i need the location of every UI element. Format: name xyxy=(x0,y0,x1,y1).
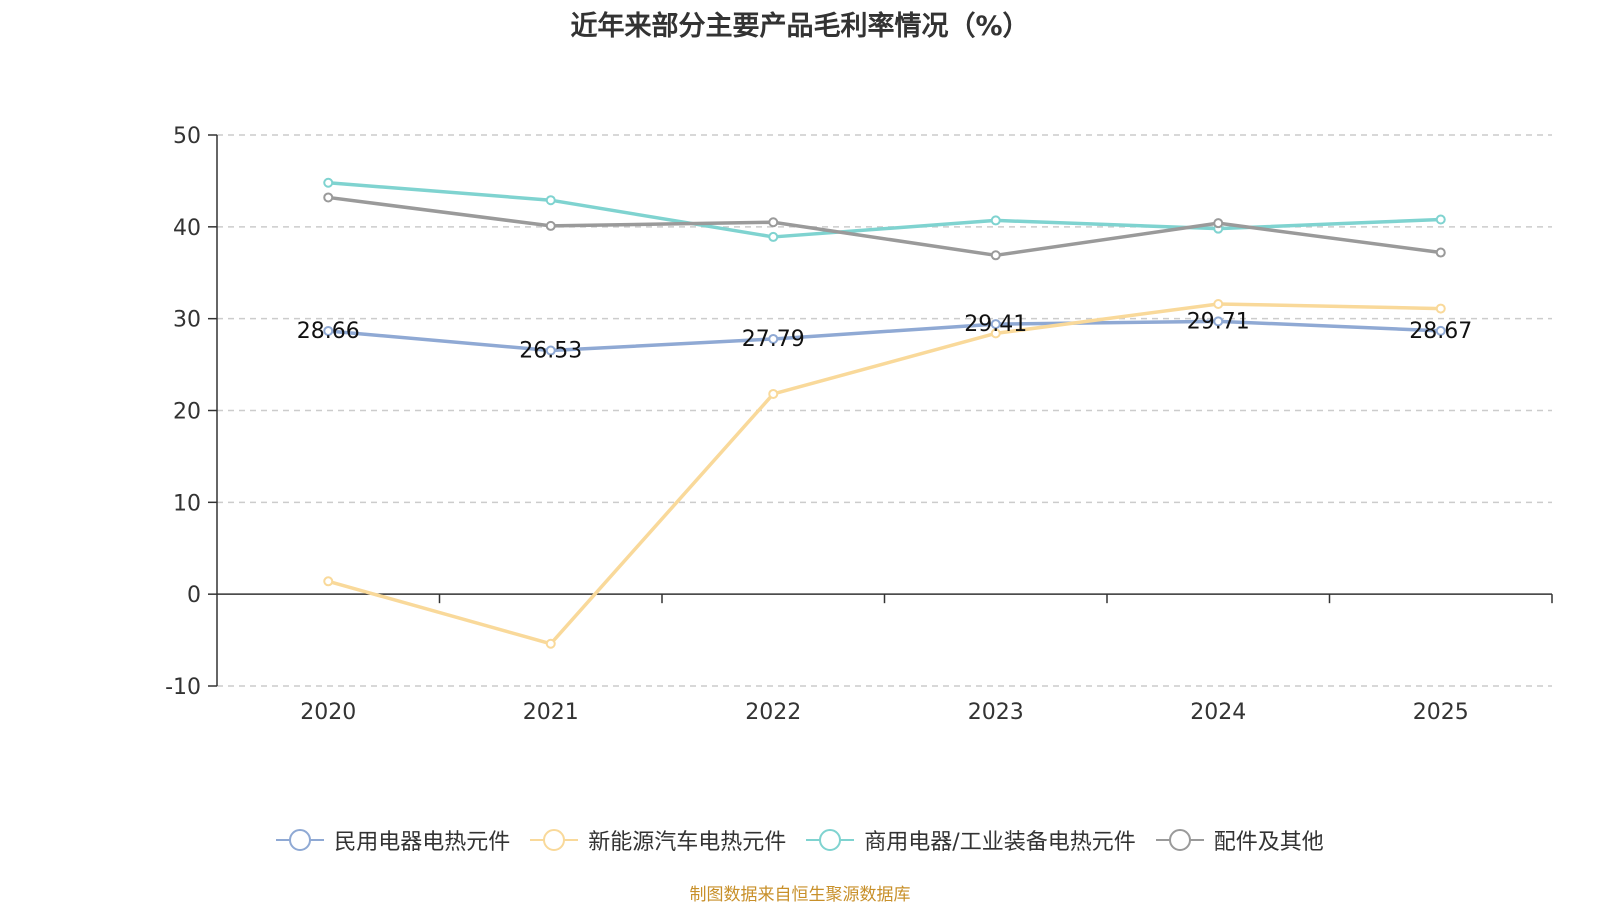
series-2-point xyxy=(990,328,1001,339)
series-3-point xyxy=(1435,214,1446,225)
y-tick-label: 20 xyxy=(173,400,201,425)
series-1-point xyxy=(1435,325,1446,336)
legend-marker-icon xyxy=(806,829,855,851)
series-1-point xyxy=(990,319,1001,330)
legend-label: 商用电器/工业装备电热元件 xyxy=(864,830,1136,855)
y-tick-label: 0 xyxy=(187,583,201,608)
series-line-2 xyxy=(327,302,1441,646)
legend-item[interactable]: 商用电器/工业装备电热元件 xyxy=(806,824,1136,856)
data-label: 26.53 xyxy=(519,339,582,364)
legend: 民用电器电热元件 新能源汽车电热元件 商用电器/工业装备电热元件 配件及其他 xyxy=(0,822,1600,858)
x-tick-label: 2023 xyxy=(968,700,1024,725)
series-2-point xyxy=(323,576,334,587)
series-3-point xyxy=(990,215,1001,226)
data-label: 29.71 xyxy=(1187,309,1250,334)
legend-label: 配件及其他 xyxy=(1213,830,1324,855)
y-tick-label: -10 xyxy=(165,675,201,700)
y-tick-label: 30 xyxy=(173,308,201,333)
chart-title: 近年来部分主要产品毛利率情况（%） xyxy=(570,11,1030,42)
data-label: 28.67 xyxy=(1409,319,1472,344)
legend-item[interactable]: 配件及其他 xyxy=(1155,824,1324,856)
legend-item[interactable]: 新能源汽车电热元件 xyxy=(530,824,786,856)
series-2-point xyxy=(545,638,556,649)
legend-marker-icon xyxy=(276,829,325,851)
legend-item[interactable]: 民用电器电热元件 xyxy=(276,824,510,856)
series-1-point xyxy=(1213,316,1224,327)
legend-label: 民用电器电热元件 xyxy=(334,830,511,855)
legend-marker-icon xyxy=(530,829,579,851)
series-4-point xyxy=(1435,247,1446,258)
series-line-1 xyxy=(328,319,1441,353)
series-1-point xyxy=(323,325,334,336)
series-3-point xyxy=(768,231,779,242)
series-4-point xyxy=(1213,218,1224,229)
legend-marker-icon xyxy=(1155,829,1204,851)
legend-label: 新能源汽车电热元件 xyxy=(588,830,787,855)
series-3-point xyxy=(545,195,556,206)
series-1-point xyxy=(545,345,556,356)
series-4-point xyxy=(545,220,556,231)
series-3-point xyxy=(323,177,334,188)
x-tick-label: 2021 xyxy=(523,700,579,725)
x-tick-label: 2020 xyxy=(300,700,356,725)
x-tick-label: 2022 xyxy=(745,700,801,725)
series-4-point xyxy=(323,192,334,203)
y-tick-label: 50 xyxy=(173,124,201,149)
series-2-point xyxy=(1213,298,1224,309)
series-4-point xyxy=(990,250,1001,261)
data-label: 27.79 xyxy=(742,327,805,352)
series-1-point xyxy=(768,333,779,344)
series-2-point xyxy=(1435,303,1446,314)
series-line-4 xyxy=(328,195,1441,258)
data-label: 28.66 xyxy=(297,319,360,344)
data-label: 29.41 xyxy=(964,312,1027,337)
series-4-point xyxy=(768,217,779,228)
y-tick-label: 40 xyxy=(173,216,201,241)
source-note: 制图数据来自恒生聚源数据库 xyxy=(689,885,911,905)
x-tick-label: 2025 xyxy=(1413,700,1469,725)
y-tick-label: 10 xyxy=(173,491,201,516)
series-2-point xyxy=(768,388,779,399)
x-tick-label: 2024 xyxy=(1190,700,1246,725)
